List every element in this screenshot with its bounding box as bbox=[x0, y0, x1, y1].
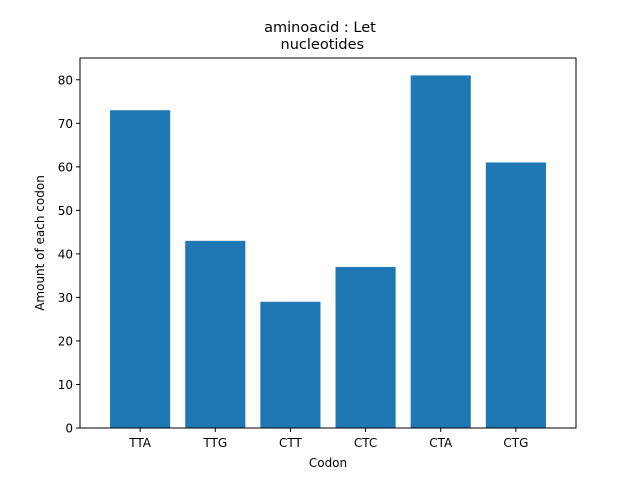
y-tick-label-80: 80 bbox=[58, 73, 73, 87]
x-tick-label-ttg: TTG bbox=[202, 436, 227, 450]
y-axis: 0 10 20 30 40 50 60 70 80 bbox=[58, 73, 80, 436]
chart-title-line2: nucleotides bbox=[276, 37, 364, 53]
x-axis: TTA TTG CTT CTC CTA CTG bbox=[128, 428, 528, 450]
x-tick-label-ctg: CTG bbox=[503, 436, 528, 450]
bars-group bbox=[110, 75, 546, 428]
bar-ttg bbox=[185, 240, 246, 428]
bar-ctt bbox=[260, 301, 321, 428]
y-tick-label-40: 40 bbox=[58, 247, 73, 261]
x-tick-label-ctc: CTC bbox=[354, 436, 377, 450]
y-tick-label-10: 10 bbox=[58, 378, 73, 392]
y-tick-label-70: 70 bbox=[58, 117, 73, 131]
bar-ctc bbox=[335, 266, 396, 428]
x-tick-label-ctt: CTT bbox=[279, 436, 302, 450]
x-tick-label-cta: CTA bbox=[429, 436, 453, 450]
bar-ctg bbox=[485, 162, 546, 428]
bar-cta bbox=[410, 75, 471, 428]
chart-title-line1: aminoacid : Let bbox=[264, 20, 376, 36]
y-tick-label-0: 0 bbox=[65, 422, 73, 436]
x-tick-label-tta: TTA bbox=[128, 436, 152, 450]
y-tick-label-20: 20 bbox=[58, 334, 73, 348]
y-tick-label-60: 60 bbox=[58, 160, 73, 174]
y-axis-label: Amount of each codon bbox=[33, 175, 47, 311]
plot-frame bbox=[79, 57, 577, 429]
x-axis-label: Codon bbox=[309, 456, 347, 470]
y-tick-label-30: 30 bbox=[58, 291, 73, 305]
y-tick-label-50: 50 bbox=[58, 204, 73, 218]
bar-tta bbox=[110, 110, 171, 428]
